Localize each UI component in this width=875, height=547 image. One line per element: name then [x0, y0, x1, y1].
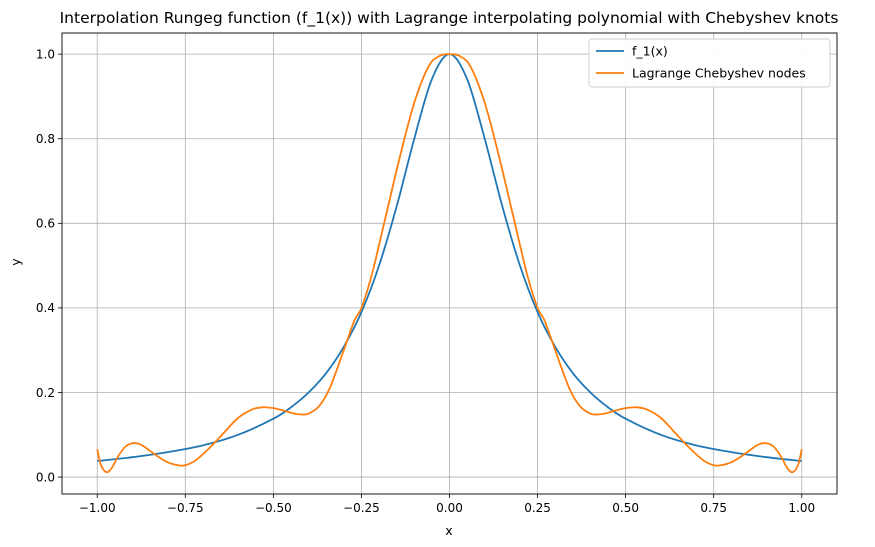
x-tick-label: −0.75	[167, 501, 204, 515]
y-tick-label: 0.6	[36, 217, 55, 231]
axis-ticks: −1.00 −0.75 −0.50 −0.25 0.00 0.25 0.50 0.75 1.00…	[36, 47, 815, 515]
grid-lines	[62, 33, 837, 494]
x-axis-label: x	[445, 523, 452, 538]
x-tick-label: 0.00	[436, 501, 463, 515]
y-tick-label: 0.2	[36, 386, 55, 400]
x-tick-label: 1.00	[788, 501, 815, 515]
lagrange-series-line	[96, 53, 803, 474]
y-tick-label: 0.0	[36, 470, 55, 484]
x-tick-label: −0.25	[343, 501, 380, 515]
y-axis-label: y	[8, 258, 23, 266]
x-tick-label: 0.25	[524, 501, 551, 515]
y-tick-label: 0.8	[36, 132, 55, 146]
series-lines	[96, 53, 803, 474]
y-tick-label: 1.0	[36, 47, 55, 61]
x-tick-label: 0.50	[612, 501, 639, 515]
y-tick-label: 0.4	[36, 301, 55, 315]
legend-box	[588, 38, 831, 88]
legend-label-lagrange: Lagrange Chebyshev nodes	[632, 66, 806, 81]
x-tick-label: −0.50	[255, 501, 292, 515]
x-tick-label: −1.00	[79, 501, 116, 515]
x-tick-label: 0.75	[700, 501, 727, 515]
chart-title: Interpolation Rungeg function (f_1(x)) w…	[60, 9, 839, 28]
legend-label-f1: f_1(x)	[632, 44, 668, 59]
legend: f_1(x) Lagrange Chebyshev nodes	[588, 38, 831, 88]
